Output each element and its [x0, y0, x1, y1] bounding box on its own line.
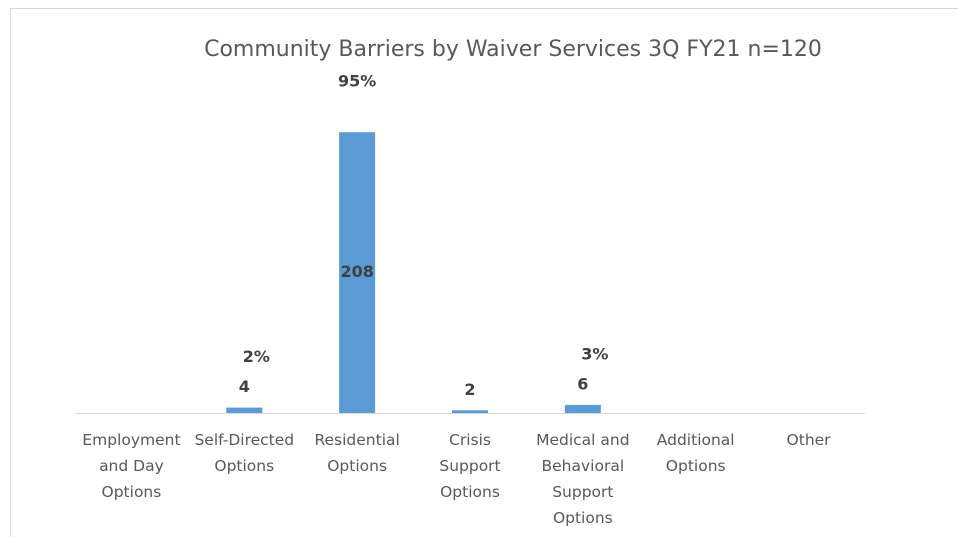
- x-tick-label: Other: [786, 431, 831, 449]
- x-tick-label: Residential Options: [314, 431, 400, 475]
- bar: [339, 132, 376, 413]
- value-label: 208: [340, 262, 373, 281]
- share-label: 2%: [243, 347, 270, 366]
- value-label: 4: [239, 377, 250, 396]
- chart-title: Community Barriers by Waiver Services 3Q…: [204, 37, 822, 62]
- share-label: 3%: [581, 344, 608, 363]
- x-tick-label: Medical and Behavioral Support Options: [536, 431, 630, 527]
- x-tick-label: Employment and Day Options: [82, 431, 181, 501]
- x-tick-label: Crisis Support Options: [439, 431, 501, 501]
- value-label: 2: [464, 380, 475, 399]
- bar: [452, 410, 488, 413]
- bar: [226, 407, 263, 413]
- share-label: 95%: [338, 72, 376, 91]
- value-label: 6: [577, 374, 588, 393]
- x-tick-label: Self-Directed Options: [194, 431, 295, 475]
- bar: [564, 404, 601, 413]
- x-tick-label: Additional Options: [656, 431, 735, 475]
